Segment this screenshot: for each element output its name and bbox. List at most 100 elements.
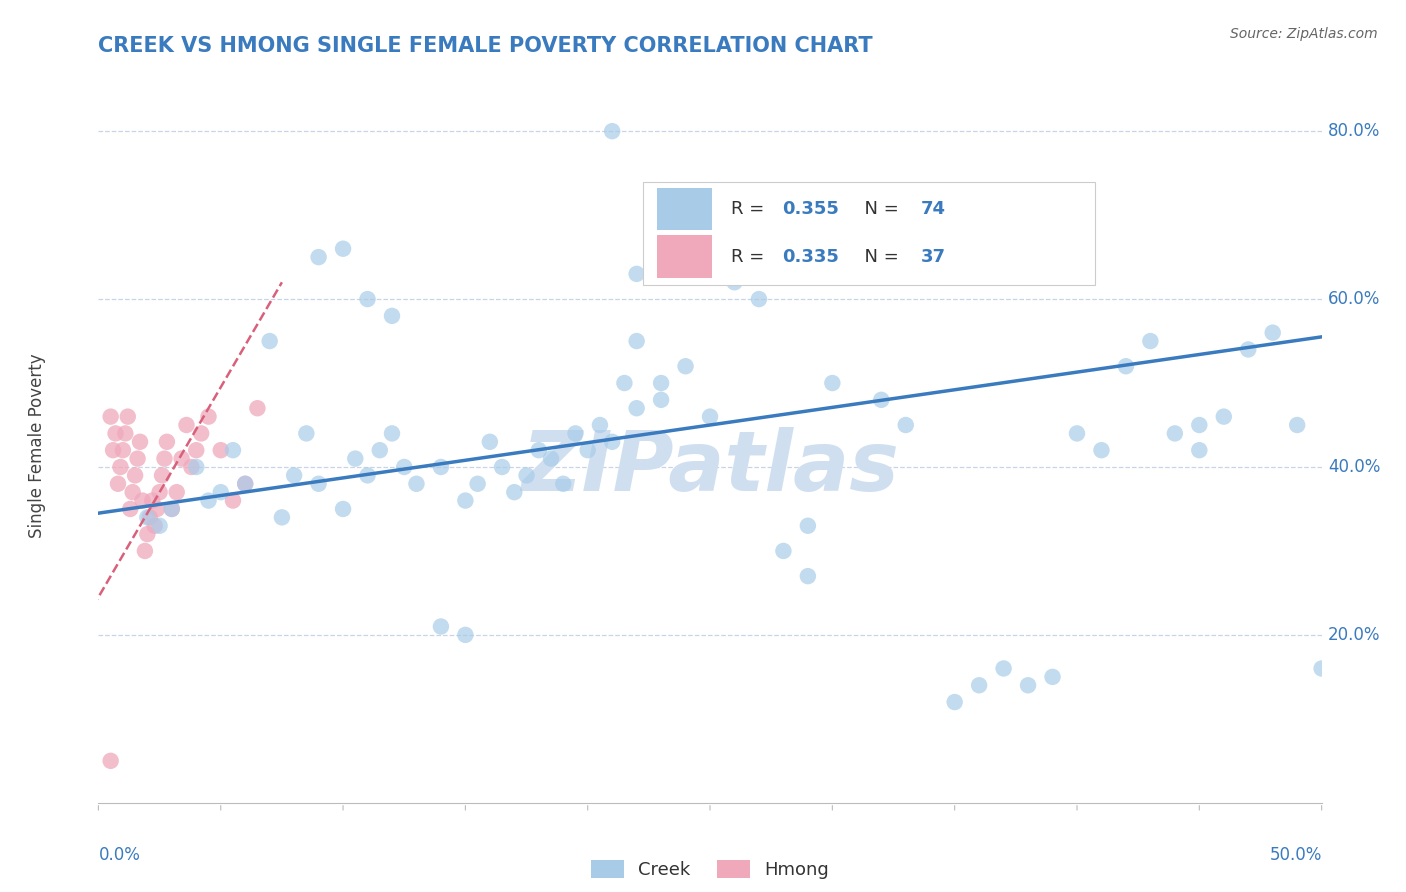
FancyBboxPatch shape (643, 182, 1095, 285)
Creek (186, 460, 208, 475)
Text: 80.0%: 80.0% (1327, 122, 1381, 140)
Creek (1017, 678, 1039, 692)
Bar (658, 235, 713, 278)
Text: 0.0%: 0.0% (98, 846, 141, 863)
Creek (870, 392, 893, 407)
Creek (283, 468, 305, 483)
Creek (515, 468, 537, 483)
Creek (222, 443, 245, 458)
Creek (748, 292, 770, 306)
Hmong (176, 417, 198, 432)
Creek (699, 409, 721, 424)
Hmong (141, 493, 163, 508)
Text: Source: ZipAtlas.com: Source: ZipAtlas.com (1230, 27, 1378, 41)
Creek (797, 569, 820, 583)
Hmong (153, 451, 176, 466)
Creek (723, 275, 745, 289)
Hmong (107, 476, 129, 491)
Hmong (166, 485, 188, 500)
Creek (1164, 426, 1187, 441)
Creek (368, 443, 391, 458)
Creek (197, 493, 219, 508)
Creek (332, 502, 354, 516)
Creek (967, 678, 990, 692)
Creek (308, 476, 330, 491)
Creek (270, 510, 294, 524)
Creek (1188, 417, 1211, 432)
Creek (478, 434, 501, 449)
Hmong (120, 502, 142, 516)
Text: 37: 37 (921, 248, 945, 266)
Hmong (129, 434, 152, 449)
Hmong (149, 485, 172, 500)
Hmong (114, 426, 136, 441)
Hmong (233, 476, 256, 491)
Creek (772, 544, 794, 558)
Creek (600, 434, 623, 449)
Creek (430, 460, 453, 475)
Text: 40.0%: 40.0% (1327, 458, 1381, 476)
Creek (344, 451, 367, 466)
Creek (613, 376, 636, 390)
Creek (1310, 661, 1333, 675)
Creek (491, 460, 513, 475)
Creek (576, 443, 599, 458)
Hmong (111, 443, 134, 458)
Creek (149, 518, 172, 533)
Hmong (186, 443, 208, 458)
Hmong (180, 460, 202, 475)
Creek (1286, 417, 1309, 432)
Text: 0.355: 0.355 (782, 200, 839, 218)
Creek (626, 267, 648, 281)
Creek (308, 250, 330, 264)
Hmong (100, 409, 122, 424)
Creek (650, 392, 672, 407)
Hmong (222, 493, 245, 508)
Text: 20.0%: 20.0% (1327, 626, 1381, 644)
Creek (1042, 670, 1064, 684)
Hmong (121, 485, 143, 500)
Creek (503, 485, 526, 500)
Hmong (136, 527, 159, 541)
Creek (1237, 343, 1260, 357)
Creek (392, 460, 416, 475)
Creek (626, 401, 648, 416)
Text: ZIPatlas: ZIPatlas (522, 427, 898, 508)
Hmong (127, 451, 149, 466)
Text: 60.0%: 60.0% (1327, 290, 1381, 308)
Hmong (150, 468, 173, 483)
Creek (993, 661, 1015, 675)
Text: 50.0%: 50.0% (1270, 846, 1322, 863)
Creek (894, 417, 917, 432)
Creek (259, 334, 281, 348)
Hmong (110, 460, 132, 475)
Hmong (146, 502, 169, 516)
Creek (1139, 334, 1161, 348)
Legend: Creek, Hmong: Creek, Hmong (583, 853, 837, 887)
Creek (233, 476, 256, 491)
Creek (136, 510, 159, 524)
Creek (209, 485, 232, 500)
Creek (626, 334, 648, 348)
Text: N =: N = (853, 200, 904, 218)
Creek (600, 124, 623, 138)
Creek (405, 476, 427, 491)
Hmong (131, 493, 153, 508)
Hmong (160, 502, 183, 516)
Creek (295, 426, 318, 441)
Text: Single Female Poverty: Single Female Poverty (28, 354, 46, 538)
Hmong (156, 434, 179, 449)
Text: 74: 74 (921, 200, 945, 218)
Creek (589, 417, 612, 432)
Creek (1261, 326, 1284, 340)
Hmong (170, 451, 193, 466)
Hmong (190, 426, 212, 441)
Creek (430, 619, 453, 633)
Creek (1066, 426, 1088, 441)
Creek (1188, 443, 1211, 458)
Creek (1090, 443, 1112, 458)
Hmong (101, 443, 124, 458)
Creek (540, 451, 562, 466)
Hmong (246, 401, 269, 416)
Text: CREEK VS HMONG SINGLE FEMALE POVERTY CORRELATION CHART: CREEK VS HMONG SINGLE FEMALE POVERTY COR… (98, 36, 873, 55)
